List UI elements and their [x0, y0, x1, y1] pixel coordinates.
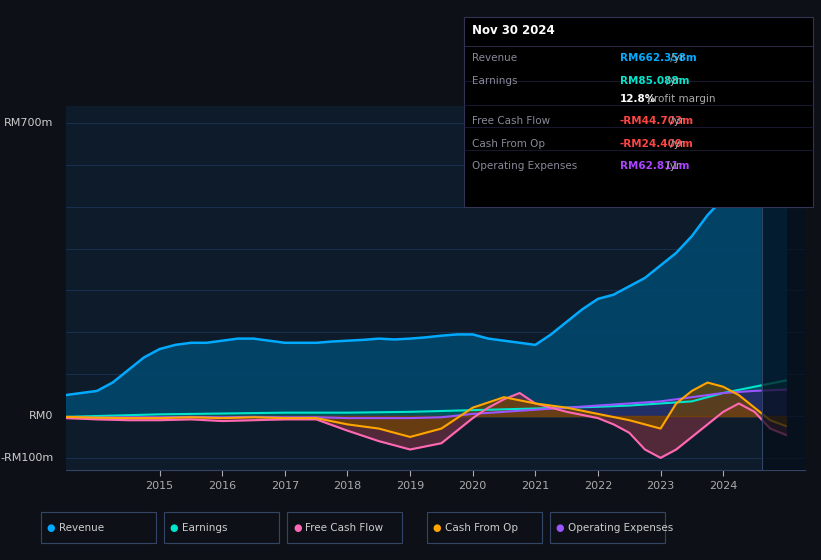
Text: ●: ●: [556, 523, 564, 533]
Text: Cash From Op: Cash From Op: [445, 523, 518, 533]
Text: RM85.088m: RM85.088m: [620, 76, 690, 86]
Text: Cash From Op: Cash From Op: [472, 139, 545, 149]
Text: Operating Expenses: Operating Expenses: [568, 523, 673, 533]
Text: /yr: /yr: [667, 116, 685, 127]
Text: /yr: /yr: [663, 161, 680, 171]
Text: 12.8%: 12.8%: [620, 94, 656, 104]
Text: RM700m: RM700m: [4, 118, 53, 128]
Text: Nov 30 2024: Nov 30 2024: [472, 24, 555, 36]
Text: ●: ●: [433, 523, 441, 533]
Text: -RM24.409m: -RM24.409m: [620, 139, 694, 149]
Text: profit margin: profit margin: [644, 94, 715, 104]
Text: /yr: /yr: [663, 76, 680, 86]
Text: ●: ●: [47, 523, 55, 533]
Text: Free Cash Flow: Free Cash Flow: [305, 523, 383, 533]
Text: Free Cash Flow: Free Cash Flow: [472, 116, 550, 127]
Text: Earnings: Earnings: [472, 76, 517, 86]
Text: RM62.811m: RM62.811m: [620, 161, 690, 171]
Text: Revenue: Revenue: [472, 53, 517, 63]
Text: RM662.358m: RM662.358m: [620, 53, 696, 63]
Text: -RM100m: -RM100m: [0, 453, 53, 463]
Text: Operating Expenses: Operating Expenses: [472, 161, 577, 171]
Text: -RM44.703m: -RM44.703m: [620, 116, 694, 127]
Text: Earnings: Earnings: [182, 523, 227, 533]
Bar: [762, 106, 805, 470]
Text: Revenue: Revenue: [59, 523, 104, 533]
Text: /yr: /yr: [667, 53, 685, 63]
Text: ●: ●: [170, 523, 178, 533]
Text: RM0: RM0: [29, 411, 53, 421]
Text: /yr: /yr: [667, 139, 685, 149]
Text: ●: ●: [293, 523, 301, 533]
